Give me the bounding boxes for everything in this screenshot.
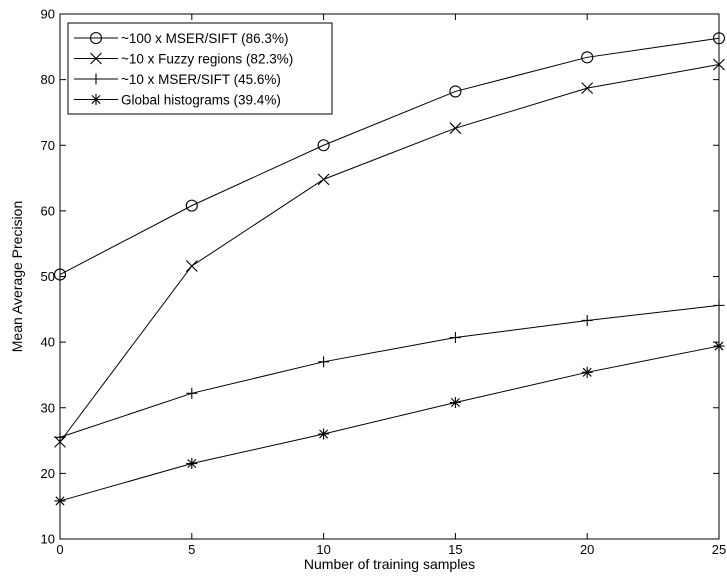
legend-marker [90,94,102,105]
y-tick-label: 10 [41,532,55,547]
series-line [59,64,720,443]
data-point [581,314,593,326]
data-point [317,173,330,186]
series-line [59,37,720,275]
x-tick-label: 5 [188,542,195,557]
data-point [713,340,725,352]
x-tick-label: 0 [56,542,63,557]
data-point [713,299,725,311]
x-axis-label: Number of training samples [304,556,475,572]
legend: ~100 x MSER/SIFT (86.3%) ~10 x Fuzzy regi… [67,22,333,115]
y-tick-label: 20 [41,466,55,481]
data-point [449,332,461,344]
data-point [449,85,462,98]
x-tick-label: 10 [316,542,330,557]
x-tick-label: 20 [580,542,594,557]
legend-label: Global histograms (39.4%) [121,93,281,108]
legend-entry: ~100 x MSER/SIFT (86.3%) [74,31,288,46]
series-3 [54,299,725,443]
data-point [581,51,594,64]
data-point [185,260,198,272]
data-point [712,32,726,45]
legend-label: ~10 x Fuzzy regions (82.3%) [121,52,293,67]
legend-marker [90,73,102,85]
data-point [54,431,66,443]
data-point [53,268,67,281]
y-tick-label: 90 [41,7,55,22]
legend-entry: ~10 x Fuzzy regions (82.3%) [74,52,293,67]
series-1 [53,32,726,281]
data-point [186,458,198,470]
data-point [449,122,462,135]
x-tick-label: 15 [448,542,462,557]
legend-marker [90,52,102,65]
data-point [186,387,198,399]
y-tick-label: 50 [41,269,55,284]
y-tick-label: 60 [41,203,55,218]
y-tick-label: 30 [41,400,55,415]
y-axis-label: Mean Average Precision [9,201,25,353]
data-point [185,199,198,212]
x-tick-label: 25 [712,542,726,557]
data-point [318,428,330,440]
data-point [581,366,593,378]
series-4 [54,340,725,507]
y-tick-label: 40 [41,335,55,350]
data-point [54,495,66,507]
y-tick-label: 70 [41,138,55,153]
legend-label: ~100 x MSER/SIFT (86.3%) [121,31,288,46]
legend-entry: ~10 x MSER/SIFT (45.6%) [74,72,281,87]
data-point [713,58,725,71]
data-point [449,397,461,408]
legend-label: ~10 x MSER/SIFT (45.6%) [121,72,281,87]
series-line [59,304,720,438]
data-point [317,139,330,152]
data-point [581,82,594,95]
y-tick-label: 80 [41,72,55,87]
series-line [59,345,720,502]
axis-ticks: 0 5 10 15 20 25 10 20 30 40 50 60 70 80 90 [41,7,727,558]
legend-marker [89,31,103,45]
legend-entry: Global histograms (39.4%) [74,93,281,108]
data-point [318,356,330,368]
series-layer [53,32,726,507]
